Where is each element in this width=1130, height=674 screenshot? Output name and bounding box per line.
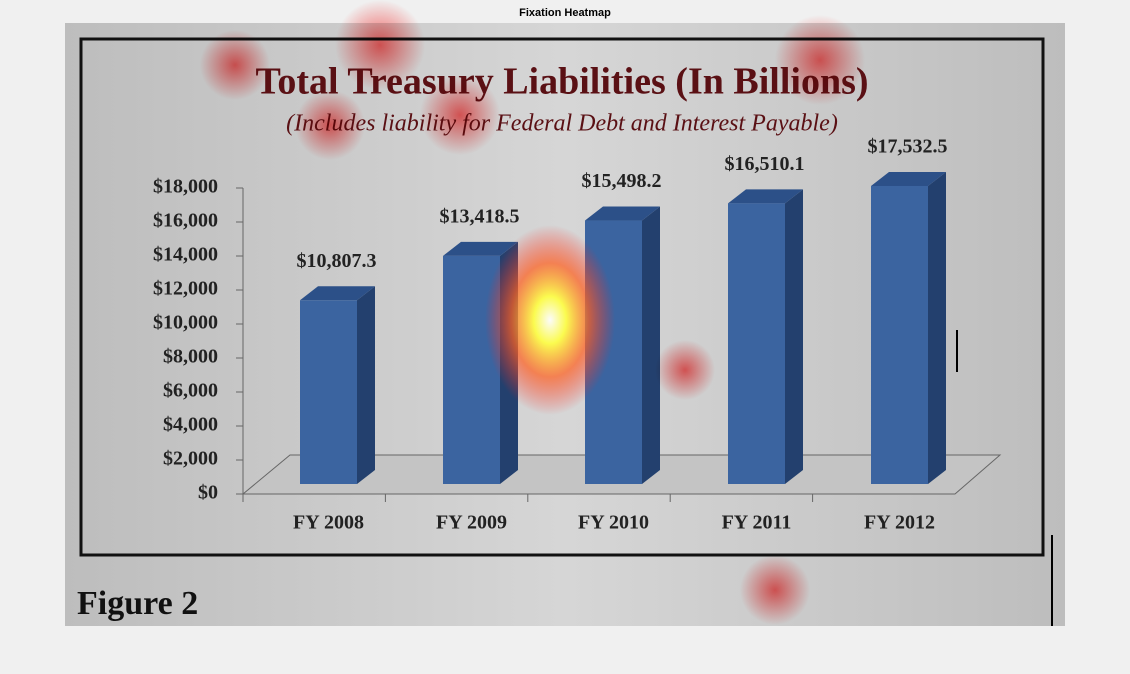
bar	[871, 185, 928, 484]
fixation	[335, 0, 425, 90]
bar-top	[728, 189, 803, 204]
y-tick-label: $4,000	[163, 414, 218, 436]
y-tick-label: $14,000	[153, 244, 218, 266]
fixation	[295, 90, 365, 160]
bar-top	[871, 171, 946, 186]
x-tick-label: FY 2009	[436, 512, 507, 534]
x-tick-label: FY 2012	[864, 512, 935, 534]
bar	[728, 203, 785, 484]
fixation	[200, 30, 270, 100]
y-tick-label: $8,000	[163, 346, 218, 368]
fixation	[655, 340, 715, 400]
y-tick-label: $18,000	[153, 176, 218, 198]
y-tick-label: $10,000	[153, 312, 218, 334]
x-tick-label: FY 2010	[578, 512, 649, 534]
y-tick-label: $16,000	[153, 210, 218, 232]
y-tick-label: $2,000	[163, 448, 218, 470]
value-label: $13,418.5	[440, 205, 520, 227]
bar-side	[928, 171, 946, 484]
bar-top	[585, 206, 660, 221]
value-label: $10,807.3	[297, 250, 377, 272]
y-tick-label: $12,000	[153, 278, 218, 300]
y-tick-label: $0	[198, 482, 218, 504]
x-tick-label: FY 2008	[293, 512, 364, 534]
bar-top	[300, 286, 375, 301]
bar-side	[785, 189, 803, 484]
fixation	[420, 75, 500, 155]
fixation	[740, 555, 810, 625]
x-tick-label: FY 2011	[722, 512, 792, 534]
heatmap	[200, 0, 865, 625]
y-tick-label: $6,000	[163, 380, 218, 402]
value-label: $16,510.1	[725, 153, 805, 175]
bar-top	[443, 241, 518, 256]
fixation	[775, 15, 865, 105]
plot: $0 $2,000 $4,000 $6,000 $8,000 $10,000 $12,000…	[153, 136, 948, 534]
caption: Figure 2	[77, 585, 198, 622]
chart-frame	[79, 37, 1045, 557]
chart-subtitle: (Includes liability for Federal Debt and…	[286, 111, 838, 137]
bar	[300, 300, 357, 484]
heatmap-title: Fixation Heatmap	[519, 7, 611, 19]
bar-side	[642, 206, 660, 485]
value-label: $17,532.5	[868, 136, 948, 158]
value-label: $15,498.2	[582, 170, 662, 192]
fixation-hotspot	[485, 225, 615, 415]
bar-side	[357, 286, 375, 484]
